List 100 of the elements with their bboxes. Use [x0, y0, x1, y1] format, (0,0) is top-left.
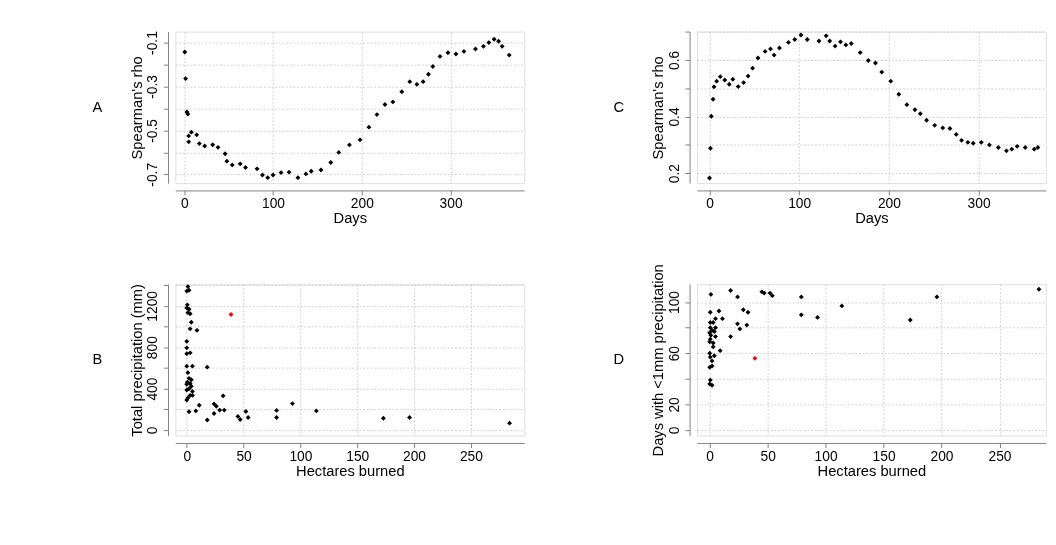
point — [190, 388, 195, 394]
x-axis-title: Days — [333, 210, 368, 227]
point — [1004, 148, 1009, 154]
point — [934, 294, 940, 300]
point — [710, 344, 716, 350]
point — [186, 409, 192, 415]
point — [453, 51, 459, 57]
point — [767, 290, 773, 296]
y-axis-title: Total precipitation (mm) — [128, 284, 145, 437]
point — [995, 145, 1001, 150]
point — [221, 407, 227, 413]
point — [710, 96, 716, 102]
point — [243, 165, 248, 170]
point — [707, 145, 713, 151]
x-tick-label: 200 — [350, 196, 375, 212]
point — [717, 74, 723, 80]
point — [220, 393, 226, 399]
point — [720, 316, 725, 322]
x-tick-label: 300 — [439, 196, 463, 212]
x-tick-label: 250 — [988, 448, 1012, 464]
point — [953, 131, 959, 137]
y-tick-label: -0.1 — [145, 31, 161, 55]
point — [274, 415, 279, 420]
point — [710, 340, 716, 346]
x-tick-label: 150 — [346, 448, 370, 464]
x-tick-label: 200 — [877, 196, 902, 212]
point — [832, 43, 838, 49]
point — [792, 37, 798, 42]
point — [243, 409, 249, 414]
point — [303, 171, 309, 177]
x-tick-label: 150 — [872, 448, 896, 464]
point — [290, 401, 295, 407]
point — [713, 316, 718, 322]
point — [380, 415, 386, 421]
point — [798, 32, 804, 38]
point — [184, 351, 190, 357]
point — [737, 326, 743, 332]
point — [839, 303, 845, 309]
point — [390, 99, 396, 105]
point — [496, 38, 502, 44]
point — [194, 327, 200, 333]
point — [745, 309, 751, 315]
point — [755, 55, 761, 61]
point — [183, 76, 189, 82]
point — [1009, 146, 1015, 152]
point — [210, 142, 216, 148]
text: A — [92, 98, 103, 115]
point — [838, 39, 843, 45]
point — [328, 160, 334, 165]
point — [744, 322, 750, 328]
point — [917, 111, 923, 117]
point — [959, 137, 965, 143]
y-axis-title: Spearman's rho — [650, 56, 667, 160]
x-tick-label: 100 — [289, 448, 313, 464]
point — [879, 69, 885, 75]
point — [798, 294, 804, 300]
point — [215, 144, 221, 150]
point — [461, 48, 467, 54]
x-axis-title: Days — [855, 210, 889, 227]
point — [318, 167, 324, 173]
x-tick-label: 300 — [967, 196, 991, 212]
point — [414, 81, 420, 87]
point — [707, 354, 713, 360]
point — [481, 43, 486, 49]
x-tick-label: 100 — [262, 196, 286, 212]
point — [184, 363, 190, 369]
y-tick-label: 60 — [667, 345, 683, 362]
point — [710, 320, 716, 325]
point — [827, 38, 833, 44]
point — [907, 317, 913, 323]
point — [857, 50, 863, 55]
x-tick-label: 250 — [459, 448, 484, 464]
x-tick-label: 100 — [814, 448, 838, 464]
point — [426, 71, 431, 77]
point — [750, 65, 755, 71]
point — [204, 364, 210, 370]
y-tick-label: 1200 — [145, 290, 161, 322]
point — [1036, 286, 1042, 292]
point — [229, 162, 235, 168]
point — [932, 122, 938, 128]
text: C — [613, 98, 625, 115]
point — [713, 334, 718, 340]
point — [740, 307, 746, 313]
point — [184, 338, 190, 344]
point — [769, 293, 775, 299]
x-tick-label: 0 — [183, 448, 192, 464]
point — [274, 407, 279, 413]
y-tick-label: 20 — [667, 396, 683, 413]
text: B — [92, 351, 103, 368]
x-tick-label: 0 — [706, 448, 715, 464]
point — [186, 133, 192, 139]
y-tick-label: 400 — [145, 377, 161, 401]
y-tick-label: -0.7 — [145, 162, 161, 187]
point — [270, 172, 276, 178]
point — [940, 125, 946, 131]
point — [711, 84, 717, 90]
point — [815, 314, 820, 320]
point — [217, 407, 223, 413]
point — [741, 80, 747, 86]
y-tick-label: -0.5 — [145, 118, 161, 143]
